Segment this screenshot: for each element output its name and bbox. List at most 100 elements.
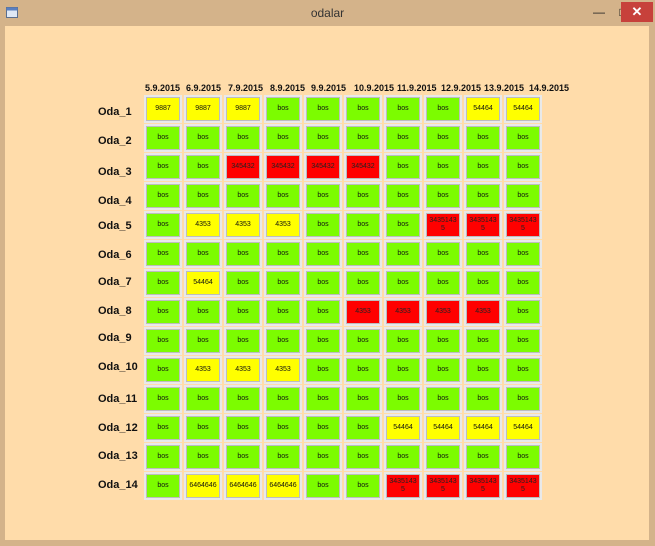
booking-cell[interactable]: bos <box>304 95 342 123</box>
booking-cell[interactable]: 54464 <box>424 414 462 442</box>
booking-cell[interactable]: bos <box>464 327 502 355</box>
booking-cell[interactable]: 345432 <box>304 153 342 181</box>
booking-cell[interactable]: bos <box>504 124 542 152</box>
booking-cell[interactable]: 6464646 <box>224 472 262 500</box>
booking-cell[interactable]: bos <box>144 472 182 500</box>
booking-cell[interactable]: bos <box>464 240 502 268</box>
close-icon[interactable]: ✕ <box>621 2 653 22</box>
booking-cell[interactable]: bos <box>144 269 182 297</box>
booking-cell[interactable]: bos <box>384 153 422 181</box>
booking-cell[interactable]: bos <box>184 327 222 355</box>
booking-cell[interactable]: 54464 <box>464 414 502 442</box>
booking-cell[interactable]: 54464 <box>464 95 502 123</box>
booking-cell[interactable]: bos <box>224 124 262 152</box>
booking-cell[interactable]: bos <box>184 443 222 471</box>
booking-cell[interactable]: 54464 <box>504 414 542 442</box>
title-bar[interactable]: odalar — □ ✕ <box>0 0 655 26</box>
booking-cell[interactable]: 3435143 5 <box>424 472 462 500</box>
booking-cell[interactable]: bos <box>384 443 422 471</box>
booking-cell[interactable]: bos <box>504 182 542 210</box>
booking-cell[interactable]: bos <box>264 182 302 210</box>
booking-cell[interactable]: bos <box>184 182 222 210</box>
booking-cell[interactable]: bos <box>304 385 342 413</box>
booking-cell[interactable]: bos <box>144 327 182 355</box>
booking-cell[interactable]: bos <box>504 153 542 181</box>
booking-cell[interactable]: bos <box>384 124 422 152</box>
booking-cell[interactable]: bos <box>464 124 502 152</box>
booking-cell[interactable]: bos <box>144 153 182 181</box>
booking-cell[interactable]: bos <box>304 327 342 355</box>
booking-cell[interactable]: bos <box>184 385 222 413</box>
booking-cell[interactable]: bos <box>464 182 502 210</box>
booking-cell[interactable]: bos <box>424 269 462 297</box>
booking-cell[interactable]: bos <box>344 124 382 152</box>
booking-cell[interactable]: bos <box>304 356 342 384</box>
booking-cell[interactable]: bos <box>344 356 382 384</box>
booking-cell[interactable]: 54464 <box>384 414 422 442</box>
booking-cell[interactable]: bos <box>144 298 182 326</box>
booking-cell[interactable]: bos <box>424 385 462 413</box>
booking-cell[interactable]: 4353 <box>184 356 222 384</box>
booking-cell[interactable]: bos <box>304 269 342 297</box>
booking-cell[interactable]: 3435143 5 <box>504 211 542 239</box>
booking-cell[interactable]: 3435143 5 <box>504 472 542 500</box>
booking-cell[interactable]: 345432 <box>344 153 382 181</box>
booking-cell[interactable]: bos <box>344 211 382 239</box>
booking-cell[interactable]: bos <box>424 124 462 152</box>
booking-cell[interactable]: 6464646 <box>264 472 302 500</box>
booking-cell[interactable]: bos <box>264 95 302 123</box>
booking-cell[interactable]: bos <box>504 327 542 355</box>
booking-cell[interactable]: bos <box>344 327 382 355</box>
booking-cell[interactable]: bos <box>224 327 262 355</box>
booking-cell[interactable]: bos <box>184 124 222 152</box>
booking-cell[interactable]: 4353 <box>264 211 302 239</box>
booking-cell[interactable]: bos <box>184 153 222 181</box>
booking-cell[interactable]: bos <box>264 327 302 355</box>
booking-cell[interactable]: 3435143 5 <box>464 211 502 239</box>
booking-cell[interactable]: bos <box>384 356 422 384</box>
booking-cell[interactable]: bos <box>504 269 542 297</box>
booking-cell[interactable]: 4353 <box>224 211 262 239</box>
booking-cell[interactable]: bos <box>384 385 422 413</box>
booking-cell[interactable]: bos <box>304 211 342 239</box>
booking-cell[interactable]: bos <box>304 472 342 500</box>
booking-cell[interactable]: bos <box>144 240 182 268</box>
booking-cell[interactable]: bos <box>464 356 502 384</box>
booking-cell[interactable]: bos <box>144 182 182 210</box>
booking-cell[interactable]: bos <box>504 443 542 471</box>
booking-cell[interactable]: 6464646 <box>184 472 222 500</box>
booking-cell[interactable]: 3435143 5 <box>384 472 422 500</box>
booking-cell[interactable]: bos <box>344 385 382 413</box>
booking-cell[interactable]: bos <box>384 269 422 297</box>
booking-cell[interactable]: 4353 <box>224 356 262 384</box>
booking-cell[interactable]: bos <box>504 298 542 326</box>
booking-cell[interactable]: 4353 <box>464 298 502 326</box>
booking-cell[interactable]: bos <box>224 443 262 471</box>
booking-cell[interactable]: bos <box>424 356 462 384</box>
booking-cell[interactable]: bos <box>144 385 182 413</box>
booking-cell[interactable]: bos <box>264 385 302 413</box>
booking-cell[interactable]: bos <box>384 240 422 268</box>
booking-cell[interactable]: bos <box>424 153 462 181</box>
booking-cell[interactable]: 9887 <box>224 95 262 123</box>
booking-cell[interactable]: bos <box>344 443 382 471</box>
booking-cell[interactable]: 4353 <box>384 298 422 326</box>
booking-cell[interactable]: bos <box>384 211 422 239</box>
booking-cell[interactable]: bos <box>504 356 542 384</box>
booking-cell[interactable]: bos <box>384 182 422 210</box>
booking-cell[interactable]: bos <box>264 269 302 297</box>
booking-cell[interactable]: bos <box>304 298 342 326</box>
booking-cell[interactable]: bos <box>424 240 462 268</box>
booking-cell[interactable]: 4353 <box>184 211 222 239</box>
booking-cell[interactable]: bos <box>464 153 502 181</box>
booking-cell[interactable]: bos <box>464 443 502 471</box>
booking-cell[interactable]: bos <box>264 124 302 152</box>
booking-cell[interactable]: bos <box>344 269 382 297</box>
booking-cell[interactable]: 3435143 5 <box>464 472 502 500</box>
booking-cell[interactable]: bos <box>144 211 182 239</box>
booking-cell[interactable]: bos <box>264 443 302 471</box>
booking-cell[interactable]: 9887 <box>144 95 182 123</box>
booking-cell[interactable]: 4353 <box>424 298 462 326</box>
booking-cell[interactable]: bos <box>424 95 462 123</box>
booking-cell[interactable]: bos <box>344 414 382 442</box>
